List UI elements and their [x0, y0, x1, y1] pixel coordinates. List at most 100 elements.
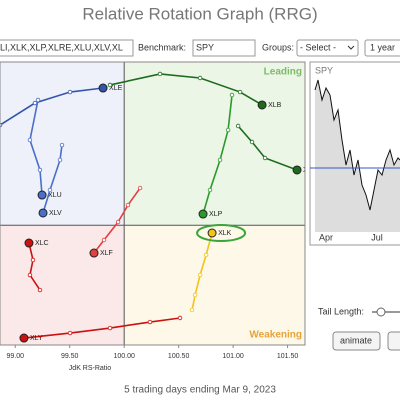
head-label: XLE: [109, 85, 123, 92]
x-tick-label: 100.00: [113, 353, 135, 360]
tail-point: [157, 71, 163, 77]
tail-point: [229, 92, 235, 98]
quadrant-weakening: [124, 225, 305, 345]
benchmark-x-tick: Apr: [319, 232, 333, 242]
head-point: [38, 208, 48, 218]
tail-point: [32, 100, 38, 106]
x-axis-label: JdK RS-Ratio: [69, 365, 112, 372]
tail-line: [237, 125, 298, 171]
footer: 5 trading days ending Mar 9, 2023: [124, 385, 276, 396]
tail-point: [189, 307, 195, 313]
tail-point: [67, 330, 73, 336]
period-text: 1 year: [370, 42, 395, 52]
quadrant-lagging: [0, 225, 125, 345]
tail-point: [27, 272, 33, 278]
tail-point: [217, 157, 223, 163]
benchmark-panel: SPY Apr Jul: [309, 61, 400, 246]
tail-point: [47, 187, 53, 193]
tail-point: [59, 142, 65, 148]
tail-point: [197, 272, 203, 278]
tail-point: [192, 292, 198, 298]
tail-point: [147, 319, 153, 325]
groups-text: - Select -: [300, 42, 336, 52]
period-select[interactable]: [364, 39, 400, 57]
tail-point: [101, 237, 107, 243]
tail-point: [27, 137, 33, 143]
head-point: [98, 83, 108, 93]
tail-point: [125, 202, 131, 208]
tail-slider-handle[interactable]: [376, 307, 386, 317]
head-point: [292, 165, 302, 175]
head-point: [24, 238, 34, 248]
head-label: XLF: [100, 250, 113, 257]
tail-point: [30, 257, 36, 263]
quadrant-label: Weakening: [249, 330, 302, 341]
head-point: [89, 248, 99, 258]
head-point: [37, 190, 47, 200]
tail-point: [137, 185, 143, 191]
animate-button[interactable]: [332, 331, 381, 351]
quadrant-label: Leading: [264, 67, 302, 78]
highlight-ring: [196, 223, 247, 242]
x-tick-label: 99.00: [6, 353, 24, 360]
tail-point: [235, 123, 241, 129]
price-line: [314, 79, 400, 211]
tail-line: [29, 99, 43, 196]
tail-point: [57, 157, 63, 163]
tail-point: [115, 219, 121, 225]
tail-point: [177, 315, 183, 321]
tail-point: [107, 325, 113, 331]
benchmark-x-tick: Jul: [371, 232, 383, 242]
rrg-plot: Leading Weakening XLE XLB XLI XLU XLV XLP XLK XLF…: [0, 62, 314, 345]
x-axis: 99.00 99.50 100.00 100.50 101.00 101.50 JdK RS…: [6, 345, 298, 372]
groups-label: Groups:: [262, 42, 294, 52]
head-label: XLY: [30, 335, 43, 342]
symbols-input[interactable]: [0, 39, 134, 57]
head-label: XLC: [35, 240, 49, 247]
tail-point: [107, 82, 113, 88]
groups-select[interactable]: [296, 39, 359, 57]
head-label: XLI: [303, 167, 314, 174]
x-tick-label: 101.00: [222, 353, 244, 360]
page-title: Relative Rotation Graph (RRG): [82, 4, 317, 23]
animate-text: animate: [340, 335, 372, 345]
benchmark-label: Benchmark:: [138, 42, 186, 52]
tail-line: [28, 242, 41, 291]
x-tick-label: 100.50: [168, 353, 190, 360]
head-point: [19, 333, 29, 343]
tail-point: [225, 127, 231, 133]
head-label: XLB: [268, 102, 282, 109]
tail-point: [203, 252, 209, 258]
quadrant-leading: [124, 62, 305, 226]
head-point: [198, 209, 208, 219]
tail-point: [207, 187, 213, 193]
plot-frame: [0, 61, 306, 346]
tail-line: [42, 144, 63, 214]
tail-line: [0, 87, 104, 126]
x-tick-label: 99.50: [61, 353, 79, 360]
head-point: [257, 100, 267, 110]
benchmark-text: SPY: [196, 42, 214, 52]
head-label: XLK: [218, 230, 232, 237]
select-arrow: [347, 45, 355, 50]
tail-point: [249, 139, 255, 145]
benchmark-chart-label: SPY: [315, 65, 333, 75]
head-label: XLU: [48, 192, 62, 199]
price-area: [315, 80, 400, 232]
head-label: XLV: [49, 210, 62, 217]
step-button[interactable]: [387, 331, 400, 351]
x-tick-label: 101.50: [277, 353, 299, 360]
tail-point: [67, 89, 73, 95]
head-label: XLP: [209, 211, 223, 218]
tail-point: [35, 97, 41, 103]
head-point: [207, 228, 217, 238]
tail-point: [197, 75, 203, 81]
tail-point: [237, 89, 243, 95]
symbols-text: XLI,XLK,XLP,XLRE,XLU,XLV,XL: [0, 42, 123, 52]
tail-point: [37, 287, 43, 293]
benchmark-input[interactable]: [192, 39, 256, 57]
tail-point: [262, 155, 268, 161]
tail-length-label: Tail Length:: [318, 306, 364, 316]
tail-point: [37, 167, 43, 173]
